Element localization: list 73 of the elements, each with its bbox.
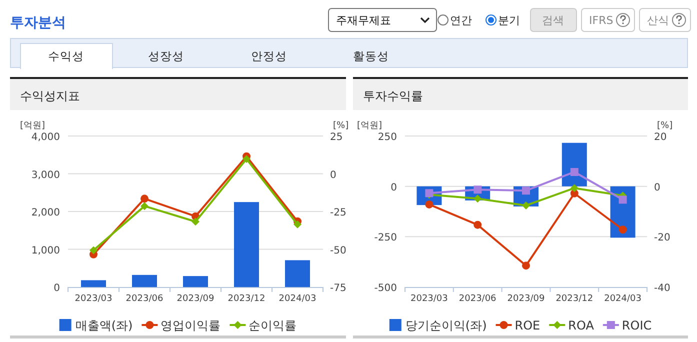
bar (81, 280, 106, 287)
y2-tick-label: -20 (654, 232, 670, 244)
point (618, 226, 627, 234)
point (570, 184, 578, 192)
y-tick-label: 0 (390, 182, 397, 194)
text: 투자분석 (10, 15, 66, 31)
legend-label: 매출액(좌) (75, 318, 133, 332)
text: 산식 (647, 14, 669, 27)
x-tick-label: 2023/06 (458, 294, 497, 304)
x-tick-label: 2023/06 (126, 294, 164, 304)
point (294, 220, 302, 228)
y-tick-label: 250 (378, 132, 397, 143)
y-tick-label: 4,000 (31, 132, 60, 143)
y2-axis-title: [%] (333, 121, 349, 131)
x-tick-label: 2023/09 (507, 294, 545, 304)
text: 수익성 (48, 49, 84, 63)
y-tick-label: 0 (54, 283, 60, 294)
text: 성장성 (148, 49, 184, 63)
y-tick-label: 2,000 (31, 208, 60, 218)
y2-tick-label: -25 (330, 208, 346, 218)
legend-label: 영업이익률 (160, 318, 221, 332)
point (618, 196, 627, 204)
bar (183, 276, 208, 287)
x-tick-label: 2023/03 (74, 294, 112, 304)
legend-label: ROIC (622, 318, 652, 332)
y-tick-label: -250 (374, 232, 397, 244)
x-tick-label: 2023/12 (228, 294, 266, 304)
bar (285, 260, 310, 287)
bar (132, 274, 157, 287)
x-tick-label: 2023/12 (556, 294, 594, 304)
point (242, 154, 250, 163)
y2-axis-title: [%] (657, 121, 673, 131)
legend-label: 당기순이익(좌) (405, 318, 487, 332)
y2-tick-label: -75 (330, 283, 346, 294)
x-tick-label: 2023/03 (410, 294, 448, 304)
point (140, 202, 148, 210)
chart-title: 투자수익률 (363, 89, 423, 103)
bar (234, 202, 259, 287)
text: 연간 (450, 14, 472, 27)
y2-tick-label: 25 (330, 132, 343, 143)
y-axis-title: [억원] (357, 121, 382, 131)
legend-label: ROA (568, 318, 595, 332)
y-tick-label: -500 (374, 283, 397, 294)
text: 활동성 (353, 49, 389, 63)
text: 검색 (542, 14, 564, 27)
y-axis-title: [억원] (20, 121, 46, 131)
text: 안정성 (251, 49, 287, 63)
y2-tick-label: -40 (654, 283, 670, 294)
point (570, 168, 578, 176)
point (425, 200, 434, 208)
text: 분기 (498, 14, 520, 27)
y-tick-label: 3,000 (31, 170, 60, 181)
y2-tick-label: -50 (330, 245, 346, 256)
text: 주재무제표 (336, 14, 391, 27)
legend-label: 순이익률 (248, 318, 297, 332)
point (474, 220, 482, 229)
text: IFRS (589, 14, 614, 27)
chart-title: 수익성지표 (20, 89, 80, 103)
point (522, 201, 530, 210)
x-tick-label: 2023/09 (176, 294, 214, 304)
point (192, 218, 200, 226)
point (522, 186, 530, 195)
y2-tick-label: 0 (330, 170, 336, 181)
point (522, 262, 530, 270)
y-tick-label: 1,000 (31, 245, 60, 256)
legend-label: ROE (514, 318, 540, 332)
x-tick-label: 2024/03 (604, 294, 642, 304)
point (90, 246, 98, 254)
point (140, 194, 148, 203)
point (474, 194, 482, 203)
y2-tick-label: 0 (654, 182, 660, 194)
x-tick-label: 2024/03 (278, 294, 316, 304)
y2-tick-label: 20 (654, 132, 667, 143)
